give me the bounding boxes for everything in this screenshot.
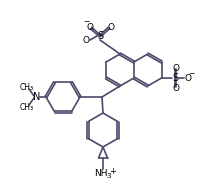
Text: S: S (172, 73, 179, 83)
Text: O: O (172, 63, 179, 73)
Text: O: O (82, 36, 89, 44)
Text: NH: NH (94, 169, 108, 177)
Text: O: O (108, 23, 115, 31)
Text: O: O (87, 23, 94, 31)
Text: N: N (33, 92, 41, 102)
Text: CH₃: CH₃ (20, 102, 34, 111)
Text: −: − (188, 70, 195, 78)
Text: S: S (97, 31, 103, 41)
Text: CH₃: CH₃ (20, 83, 34, 92)
Text: 3: 3 (107, 173, 111, 179)
Text: O: O (184, 73, 191, 83)
Text: −: − (83, 17, 89, 26)
Text: O: O (172, 84, 179, 92)
Text: +: + (110, 168, 116, 177)
